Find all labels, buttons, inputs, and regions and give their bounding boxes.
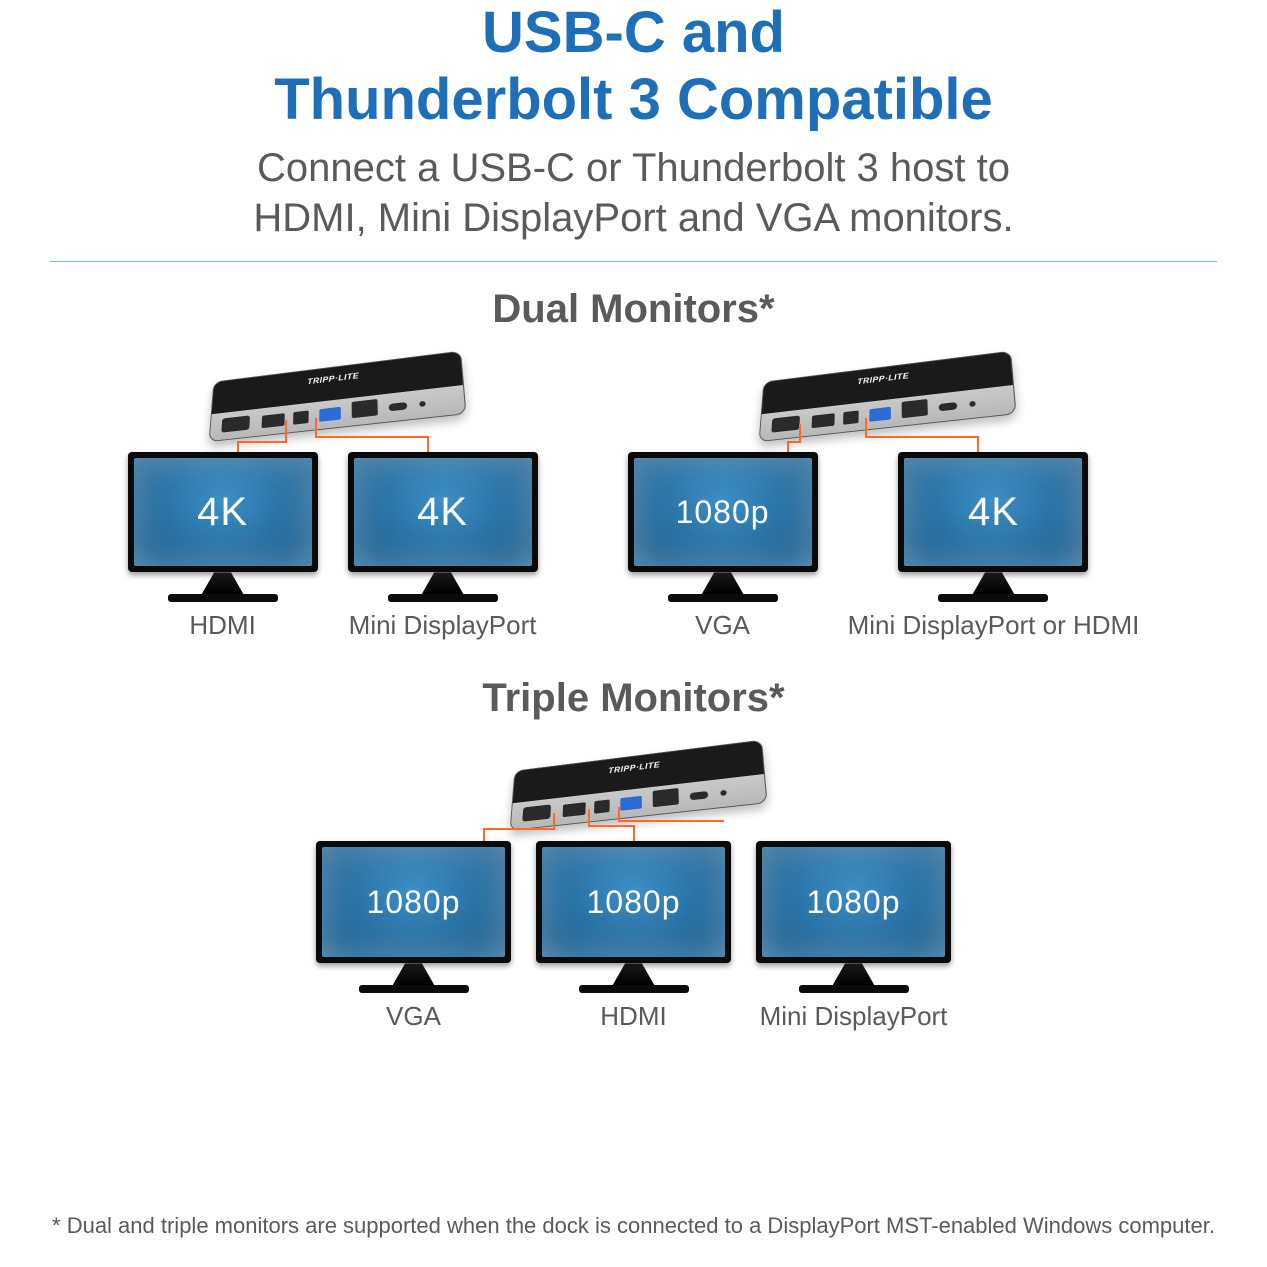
- dock-illustration: TRIPP·LITE: [424, 731, 844, 841]
- dual-configs-row: TRIPP·LITE 4K HDMI 4K: [0, 342, 1267, 641]
- monitor-triple: 1080p VGA 1080p HDMI 1080p Mini DisplayP…: [316, 841, 951, 1032]
- dock-illustration: TRIPP·LITE: [168, 342, 498, 452]
- monitor-item: 1080p Mini DisplayPort: [756, 841, 951, 1032]
- monitor-item: 1080p VGA: [316, 841, 511, 1032]
- triple-config-row: TRIPP·LITE 1080p VGA 1080p: [0, 731, 1267, 1032]
- dock-logo: TRIPP·LITE: [307, 372, 359, 387]
- headline-line-1: USB-C and: [0, 0, 1267, 67]
- monitor-label: Mini DisplayPort or HDMI: [848, 610, 1140, 641]
- dual-config-1: TRIPP·LITE 4K HDMI 4K: [128, 342, 538, 641]
- divider-line: [50, 261, 1217, 262]
- monitor-badge: 1080p: [542, 847, 725, 957]
- monitor-badge: 1080p: [322, 847, 505, 957]
- footnote: * Dual and triple monitors are supported…: [0, 1213, 1267, 1239]
- monitor-badge: 4K: [134, 458, 312, 566]
- dual-config-2: TRIPP·LITE 1080p VGA 4K: [628, 342, 1140, 641]
- monitor-badge: 1080p: [634, 458, 812, 566]
- subhead-line-2: HDMI, Mini DisplayPort and VGA monitors.: [0, 193, 1267, 243]
- dual-section-title: Dual Monitors*: [0, 287, 1267, 332]
- monitor-label: HDMI: [189, 610, 255, 641]
- monitor-label: Mini DisplayPort: [760, 1001, 948, 1032]
- dock-illustration: TRIPP·LITE: [718, 342, 1048, 452]
- triple-config: TRIPP·LITE 1080p VGA 1080p: [316, 731, 951, 1032]
- monitor-pair: 1080p VGA 4K Mini DisplayPort or HDMI: [628, 452, 1140, 641]
- monitor-badge: 4K: [904, 458, 1082, 566]
- monitor-item: 1080p VGA: [628, 452, 818, 641]
- monitor-label: Mini DisplayPort: [349, 610, 537, 641]
- monitor-badge: 1080p: [762, 847, 945, 957]
- monitor-label: VGA: [695, 610, 750, 641]
- dock-logo: TRIPP·LITE: [608, 761, 660, 776]
- monitor-label: HDMI: [600, 1001, 666, 1032]
- monitor-item: 4K Mini DisplayPort or HDMI: [848, 452, 1140, 641]
- triple-section-title: Triple Monitors*: [0, 676, 1267, 721]
- monitor-item: 4K HDMI: [128, 452, 318, 641]
- headline: USB-C and Thunderbolt 3 Compatible: [0, 0, 1267, 133]
- monitor-item: 1080p HDMI: [536, 841, 731, 1032]
- headline-line-2: Thunderbolt 3 Compatible: [0, 67, 1267, 134]
- subheadline: Connect a USB-C or Thunderbolt 3 host to…: [0, 143, 1267, 243]
- monitor-label: VGA: [386, 1001, 441, 1032]
- monitor-pair: 4K HDMI 4K Mini DisplayPort: [128, 452, 538, 641]
- dock-logo: TRIPP·LITE: [858, 372, 910, 387]
- monitor-badge: 4K: [354, 458, 532, 566]
- monitor-item: 4K Mini DisplayPort: [348, 452, 538, 641]
- subhead-line-1: Connect a USB-C or Thunderbolt 3 host to: [0, 143, 1267, 193]
